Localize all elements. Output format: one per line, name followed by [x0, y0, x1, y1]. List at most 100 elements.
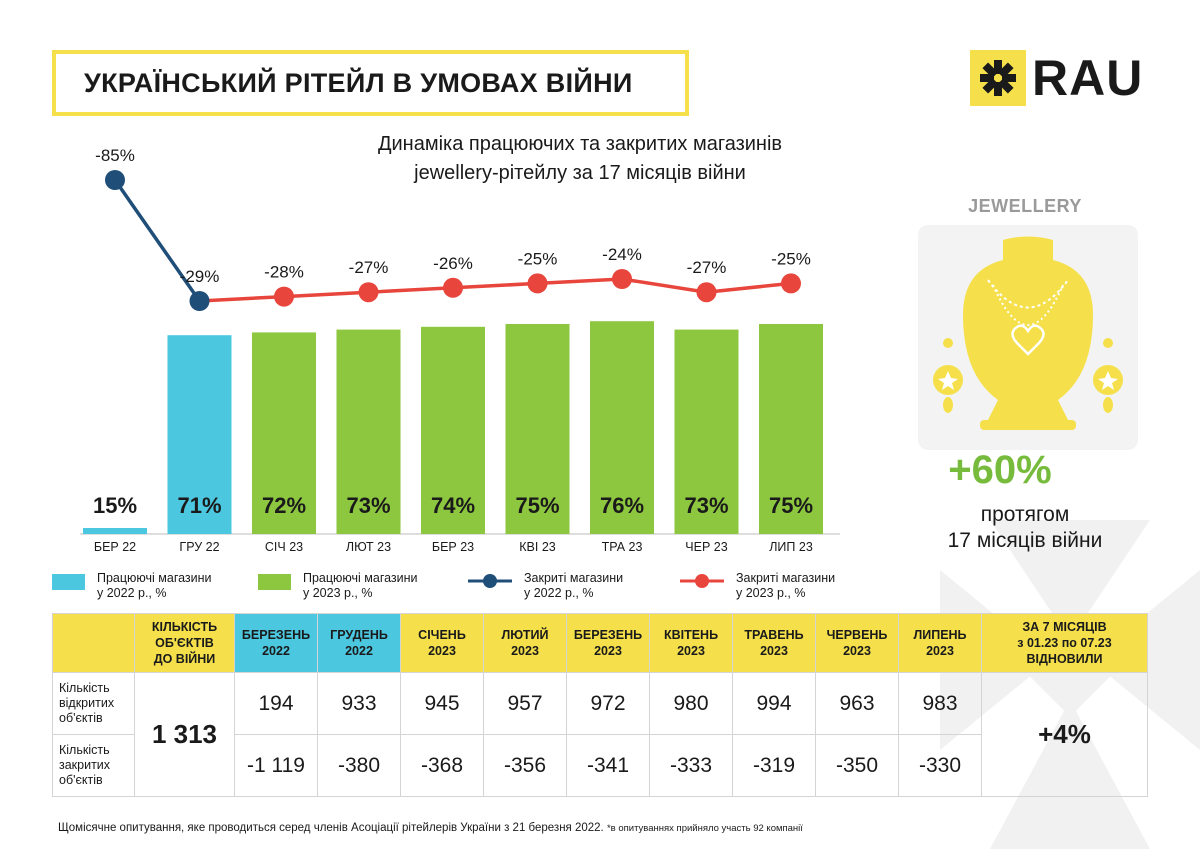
line-value-label: -29%: [180, 267, 220, 286]
open-cell: 945: [400, 672, 484, 735]
legend-label: Працюючі магазини у 2023 р., %: [303, 571, 418, 600]
stores-table: КІЛЬКІСТЬ ОБ'ЄКТІВ ДО ВІЙНИ БЕРЕЗЕНЬ 2022 Г…: [52, 613, 1148, 797]
legend-label: Закриті магазини у 2022 р., %: [524, 571, 624, 600]
legend-item-closed-2022: Закриті магазини у 2022 р., %: [468, 571, 623, 601]
bar: [167, 335, 232, 534]
header-month: КВІТЕНЬ 2023: [649, 613, 733, 673]
bar-value-label: 75%: [515, 493, 559, 518]
bar-value-label: 76%: [600, 493, 644, 518]
header-month: ЧЕРВЕНЬ 2023: [815, 613, 899, 673]
line-point: [612, 269, 632, 289]
jewellery-necklace-icon: [918, 225, 1138, 450]
header-recovered: ЗА 7 МІСЯЦІВ з 01.23 по 07.23 ВІДНОВИЛИ: [981, 613, 1148, 673]
bar-value-label: 72%: [262, 493, 306, 518]
closed-cell: -319: [732, 734, 816, 797]
legend-label: Працюючі магазини у 2022 р., %: [97, 571, 212, 600]
bar-value-label: 74%: [431, 493, 475, 518]
table-header-row: КІЛЬКІСТЬ ОБ'ЄКТІВ ДО ВІЙНИ БЕРЕЗЕНЬ 2022 Г…: [52, 613, 1148, 673]
x-tick-label: КВІ 23: [519, 540, 556, 554]
open-cell: 194: [234, 672, 318, 735]
header-before-war: КІЛЬКІСТЬ ОБ'ЄКТІВ ДО ВІЙНИ: [134, 613, 235, 673]
legend-item-working-2023: Працюючі магазини у 2023 р., %: [258, 571, 418, 601]
bar-value-label: 73%: [684, 493, 728, 518]
line-value-label: -24%: [602, 245, 642, 264]
closed-cell: -356: [483, 734, 567, 797]
line-point: [105, 170, 125, 190]
line-value-label: -25%: [771, 249, 811, 268]
closed-cell: -341: [566, 734, 650, 797]
closed-cell: -350: [815, 734, 899, 797]
footer-footnote: *в опитуваннях прийняло участь 92 компан…: [606, 823, 803, 834]
line-value-label: -26%: [433, 254, 473, 273]
bar: [505, 324, 570, 534]
bar: [421, 326, 485, 534]
legend-swatch-green: [258, 574, 291, 590]
header-month: ТРАВЕНЬ 2023: [732, 613, 816, 673]
line-point: [358, 282, 379, 303]
line-value-label: -28%: [264, 263, 304, 282]
header-month: ЛЮТИЙ 2023: [483, 613, 567, 673]
line-point: [274, 286, 294, 307]
line-point: [527, 273, 548, 294]
legend-swatch-blue: [52, 574, 85, 590]
x-tick-label: ЛЮТ 23: [346, 540, 391, 554]
closed-cell: -333: [649, 734, 733, 797]
bar: [252, 332, 316, 534]
bar-value-label: 71%: [177, 493, 221, 518]
open-cell: 980: [649, 672, 733, 735]
bar: [336, 329, 401, 534]
open-cell: 972: [566, 672, 650, 735]
open-cell: 994: [732, 672, 816, 735]
line-point: [696, 282, 717, 303]
closed-cell: -380: [317, 734, 401, 797]
legend-item-working-2022: Працюючі магазини у 2022 р., %: [52, 571, 212, 601]
x-tick-label: ТРА 23: [602, 540, 643, 554]
line-value-label: -25%: [518, 249, 558, 268]
row-label-open: Кількість відкритих об'єктів: [52, 672, 135, 735]
row-label-closed: Кількість закритих об'єктів: [52, 734, 135, 797]
rau-logo: RAU: [970, 50, 1143, 106]
star-ornament-icon: [970, 50, 1026, 106]
x-tick-label: ЧЕР 23: [685, 540, 727, 554]
line-point: [443, 277, 463, 298]
line-value-label: -27%: [349, 258, 389, 277]
line-value-label: -85%: [95, 146, 135, 165]
chart: 15% БЕР 22 71% ГРУ 22 72% СІЧ 23 73% ЛЮТ 23 74% Б…: [80, 146, 840, 554]
open-cell: 957: [483, 672, 567, 735]
total-before-war: 1 313: [134, 672, 235, 797]
closed-cell: -368: [400, 734, 484, 797]
table-row-open: Кількість відкритих об'єктів 1 313 194 933…: [52, 672, 1148, 797]
bar: [674, 329, 739, 534]
closed-cell: -1 119: [234, 734, 318, 797]
series-line-closed-2023: [199, 277, 792, 303]
legend-line-marker-red: [680, 574, 724, 588]
x-tick-label: БЕР 22: [94, 540, 136, 554]
page-title: УКРАЇНСЬКИЙ РІТЕЙЛ В УМОВАХ ВІЙНИ: [52, 50, 689, 116]
bar-value-label: 75%: [769, 493, 813, 518]
footer-note: Щомісячне опитування, яке проводиться се…: [58, 822, 803, 834]
legend-item-closed-2023: Закриті магазини у 2023 р., %: [680, 571, 835, 601]
open-cell: 933: [317, 672, 401, 735]
open-cell: 983: [898, 672, 982, 735]
line-point: [189, 291, 210, 311]
bar: [590, 321, 654, 534]
closed-cell: -330: [898, 734, 982, 797]
legend-label: Закриті магазини у 2023 р., %: [736, 571, 836, 600]
footer-text: Щомісячне опитування, яке проводиться се…: [58, 822, 604, 834]
header-month: ЛИПЕНЬ 2023: [898, 613, 982, 673]
recovery-percent: +60%: [948, 448, 1052, 492]
header-month: ГРУДЕНЬ 2022: [317, 613, 401, 673]
bar: [759, 324, 823, 534]
header-month: БЕРЕЗЕНЬ 2022: [234, 613, 318, 673]
header-month: БЕРЕЗЕНЬ 2023: [566, 613, 650, 673]
x-tick-label: ГРУ 22: [179, 540, 219, 554]
bar-value-label: 73%: [346, 493, 390, 518]
series-line-closed-2022: [113, 178, 201, 303]
x-tick-label: ЛИП 23: [769, 540, 813, 554]
x-tick-label: СІЧ 23: [265, 540, 303, 554]
recovered-value: +4%: [981, 672, 1148, 797]
x-tick-label: БЕР 23: [432, 540, 474, 554]
open-cell: 963: [815, 672, 899, 735]
logo-text: RAU: [1032, 50, 1144, 106]
header-empty-cell: [52, 613, 135, 673]
